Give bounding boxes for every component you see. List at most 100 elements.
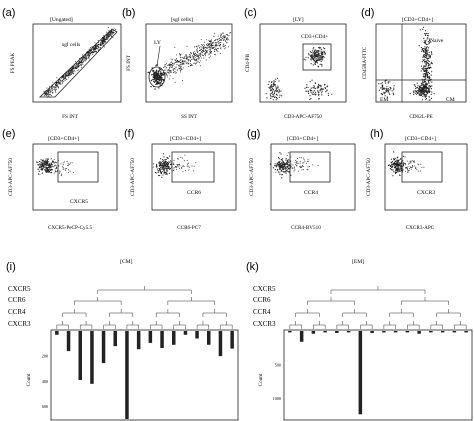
scatter-dot — [170, 62, 172, 63]
scatter-dot — [288, 164, 290, 166]
scatter-dot — [393, 89, 395, 91]
gate-label: CXCR3 — [417, 190, 435, 196]
scatter-dot — [270, 88, 272, 90]
scatter-dot — [165, 73, 167, 75]
scatter-dot — [194, 53, 195, 55]
scatter-dot — [169, 65, 171, 67]
scatter-dot — [427, 90, 429, 92]
scatter-dot — [402, 162, 405, 164]
panel-letter: (g) — [247, 128, 260, 140]
scatter-dot — [62, 165, 63, 167]
scatter-dot — [312, 64, 314, 66]
scatter-dot — [63, 168, 65, 170]
scatter-dot — [431, 71, 433, 73]
scatter-dot — [276, 97, 278, 99]
scatter-dot — [201, 54, 203, 56]
scatter-dot — [276, 163, 278, 165]
scatter-dot — [391, 165, 393, 167]
scatter-dot — [310, 98, 312, 100]
scatter-dot — [425, 74, 427, 76]
scatter-dot — [283, 171, 285, 173]
scatter-dot — [153, 81, 156, 83]
panel-letter: (i) — [6, 261, 16, 273]
scatter-dot — [214, 48, 216, 50]
scatter-dot — [227, 39, 229, 41]
scatter-dot — [175, 166, 177, 167]
scatter-dot — [177, 60, 178, 62]
scatter-dot — [425, 97, 428, 100]
scatter-dot — [309, 166, 311, 167]
scatter-dot — [228, 34, 230, 36]
scatter-dot — [399, 163, 401, 165]
x-axis-label: FS INT — [62, 114, 79, 120]
tree-branch — [103, 321, 116, 329]
scatter-dot — [319, 63, 321, 65]
scatter-dot — [425, 48, 427, 50]
gate-title: [CD3+CD4+] — [48, 136, 79, 142]
scatter-dot — [275, 88, 277, 90]
scatter-dot — [395, 164, 397, 166]
scatter-dot — [159, 174, 161, 177]
y-axis-label: CD3-APC-AF750 — [366, 158, 372, 196]
scatter-dot — [62, 168, 64, 170]
quadrant-naive: Naive — [430, 38, 444, 44]
scatter-dot — [154, 172, 157, 174]
scatter-dot — [423, 87, 425, 90]
bar-title: [EM] — [352, 259, 364, 265]
scatter-dots — [36, 158, 74, 176]
scatter-dot — [159, 158, 162, 160]
scatter-dot — [407, 166, 409, 168]
scatter-dot — [421, 167, 423, 168]
scatter-dot — [166, 165, 168, 167]
scatter-dot — [153, 72, 155, 74]
scatter-dot — [431, 85, 433, 87]
scatter-dot — [280, 166, 282, 169]
scatter-dot — [65, 168, 67, 170]
scatter-dot — [418, 88, 420, 91]
scatter-dot — [405, 167, 407, 169]
scatter-dot — [425, 95, 427, 97]
scatter-dot — [192, 52, 194, 54]
scatter-dot — [161, 78, 163, 81]
scatter-dot — [47, 166, 50, 169]
scatter-dot — [223, 45, 225, 47]
scatter-dot — [428, 39, 431, 42]
scatter-dot — [166, 173, 168, 175]
scatter-dot — [150, 79, 153, 82]
bar — [207, 331, 211, 345]
scatter-dot — [411, 167, 413, 169]
scatter-dot — [191, 64, 193, 65]
scatter-dot — [312, 93, 314, 95]
scatter-dot — [426, 68, 428, 70]
scatter-dot — [208, 44, 210, 45]
scatter-dot — [309, 51, 311, 53]
scatter-dot — [196, 59, 198, 61]
scatter-dot — [223, 32, 225, 34]
scatter-dot — [311, 51, 313, 54]
scatter-dot — [397, 167, 399, 169]
scatter-dot — [223, 35, 225, 37]
scatter-dot — [179, 167, 180, 169]
scatter-dot — [163, 166, 165, 168]
scatter-dot — [206, 52, 208, 54]
scatter-dot — [318, 98, 320, 100]
scatter-dot — [168, 67, 170, 69]
scatter-dots — [147, 32, 231, 90]
scatter-dot — [47, 162, 49, 163]
scatter-dot — [72, 68, 74, 69]
scatter-dot — [424, 94, 426, 96]
tree-branch — [126, 321, 139, 329]
scatter-dot — [422, 73, 424, 75]
scatter-dot — [164, 66, 166, 68]
bar — [405, 331, 410, 333]
scatter-dot — [160, 171, 163, 173]
scatter-dot — [428, 99, 430, 101]
scatter-dot — [422, 51, 424, 53]
scatter-dot — [56, 77, 58, 79]
panel-letter: (a) — [2, 7, 15, 19]
scatter-dot — [167, 168, 169, 170]
scatter-dot — [213, 45, 215, 47]
scatter-dot — [40, 168, 42, 170]
scatter-dot — [430, 51, 432, 53]
scatter-dot — [208, 39, 210, 41]
